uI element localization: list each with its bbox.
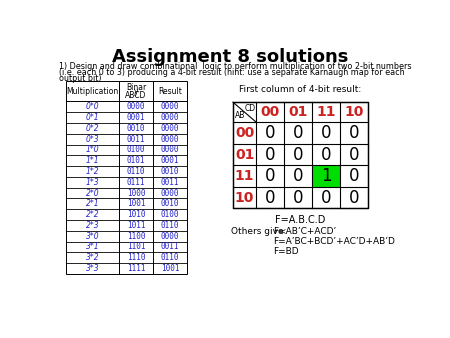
Text: 0101: 0101 (127, 156, 145, 165)
Text: 0: 0 (265, 189, 275, 207)
Text: 0: 0 (349, 146, 359, 164)
Text: F=A.B.C.D: F=A.B.C.D (275, 215, 325, 224)
Text: 1*3: 1*3 (86, 178, 99, 187)
Text: F=A’BC+BCD’+AC’D+AB’D: F=A’BC+BCD’+AC’D+AB’D (273, 237, 395, 246)
Text: 00: 00 (235, 126, 254, 140)
Text: 3*0: 3*0 (86, 232, 99, 241)
Text: 0: 0 (293, 189, 303, 207)
Text: 1111: 1111 (127, 264, 145, 273)
Text: 0001: 0001 (161, 156, 180, 165)
Text: output bit): output bit) (59, 74, 102, 83)
Text: 1) Design and draw combinational  logic to perform multiplication of two 2-bit n: 1) Design and draw combinational logic t… (59, 62, 412, 71)
Text: 0100: 0100 (127, 145, 145, 154)
Text: CD: CD (244, 104, 256, 114)
Text: 10: 10 (344, 105, 364, 119)
Text: 1001: 1001 (127, 199, 145, 208)
Text: 0: 0 (265, 167, 275, 185)
Text: 0: 0 (321, 124, 331, 142)
Text: 0110: 0110 (161, 221, 180, 230)
Text: 0*2: 0*2 (86, 124, 99, 133)
Text: 0: 0 (349, 124, 359, 142)
Text: 10: 10 (235, 191, 254, 204)
Text: 1000: 1000 (127, 189, 145, 197)
Text: 0000: 0000 (161, 124, 180, 133)
Text: 1: 1 (321, 167, 331, 185)
Text: 0010: 0010 (161, 167, 180, 176)
Text: 3*3: 3*3 (86, 264, 99, 273)
Text: 3*2: 3*2 (86, 253, 99, 262)
Text: 0000: 0000 (161, 189, 180, 197)
Text: 0011: 0011 (127, 135, 145, 144)
Text: 1001: 1001 (161, 264, 180, 273)
Text: 3*1: 3*1 (86, 242, 99, 251)
Text: 1101: 1101 (127, 242, 145, 251)
Text: 0001: 0001 (127, 113, 145, 122)
Text: 0*3: 0*3 (86, 135, 99, 144)
Text: 1*0: 1*0 (86, 145, 99, 154)
Text: 0000: 0000 (161, 135, 180, 144)
Text: 2*0: 2*0 (86, 189, 99, 197)
Text: 1110: 1110 (127, 253, 145, 262)
Text: 0000: 0000 (161, 232, 180, 241)
Text: 0: 0 (293, 124, 303, 142)
Text: 01: 01 (288, 105, 308, 119)
Text: 0: 0 (293, 146, 303, 164)
Text: 1*1: 1*1 (86, 156, 99, 165)
Text: 1011: 1011 (127, 221, 145, 230)
Text: F=BD: F=BD (273, 247, 299, 256)
Bar (233, 102, 368, 209)
Text: 0*0: 0*0 (86, 102, 99, 111)
Text: 0: 0 (349, 189, 359, 207)
Text: 0: 0 (349, 167, 359, 185)
Text: 00: 00 (261, 105, 280, 119)
Text: (i.e. each 0 to 3) producing a 4-bit result (hint: use a separate Karnaugh map f: (i.e. each 0 to 3) producing a 4-bit res… (59, 68, 405, 77)
Text: 1010: 1010 (127, 210, 145, 219)
Text: ABCD: ABCD (126, 91, 147, 100)
Text: 0011: 0011 (161, 178, 180, 187)
Text: Assignment 8 solutions: Assignment 8 solutions (112, 48, 349, 66)
Bar (66, 81, 187, 274)
Text: 0010: 0010 (127, 124, 145, 133)
Text: 0100: 0100 (161, 210, 180, 219)
Text: 2*3: 2*3 (86, 221, 99, 230)
Text: Multiplication: Multiplication (67, 87, 119, 96)
Text: 0000: 0000 (161, 113, 180, 122)
Text: y: y (134, 87, 138, 96)
Text: 0110: 0110 (161, 253, 180, 262)
Text: 0111: 0111 (127, 178, 145, 187)
Text: Others give:: Others give: (231, 227, 287, 236)
Text: First column of 4-bit result:: First column of 4-bit result: (239, 86, 361, 94)
Text: 01: 01 (235, 147, 254, 162)
Text: 0: 0 (265, 146, 275, 164)
Text: 0011: 0011 (161, 242, 180, 251)
Text: 1*2: 1*2 (86, 167, 99, 176)
Bar (312, 165, 340, 187)
Text: 0010: 0010 (161, 199, 180, 208)
Text: 11: 11 (235, 169, 254, 183)
Text: 0000: 0000 (127, 102, 145, 111)
Text: 11: 11 (316, 105, 336, 119)
Text: 1100: 1100 (127, 232, 145, 241)
Text: 0000: 0000 (161, 102, 180, 111)
Text: 0: 0 (293, 167, 303, 185)
Text: 0: 0 (321, 146, 331, 164)
Text: AB: AB (234, 111, 245, 120)
Text: Binar: Binar (126, 83, 146, 92)
Text: 0000: 0000 (161, 145, 180, 154)
Text: F=AB’C+ACD’: F=AB’C+ACD’ (273, 227, 337, 236)
Text: 0: 0 (265, 124, 275, 142)
Text: 0*1: 0*1 (86, 113, 99, 122)
Text: 0: 0 (321, 189, 331, 207)
Text: Result: Result (158, 87, 182, 96)
Text: 0110: 0110 (127, 167, 145, 176)
Text: 2*2: 2*2 (86, 210, 99, 219)
Text: 2*1: 2*1 (86, 199, 99, 208)
